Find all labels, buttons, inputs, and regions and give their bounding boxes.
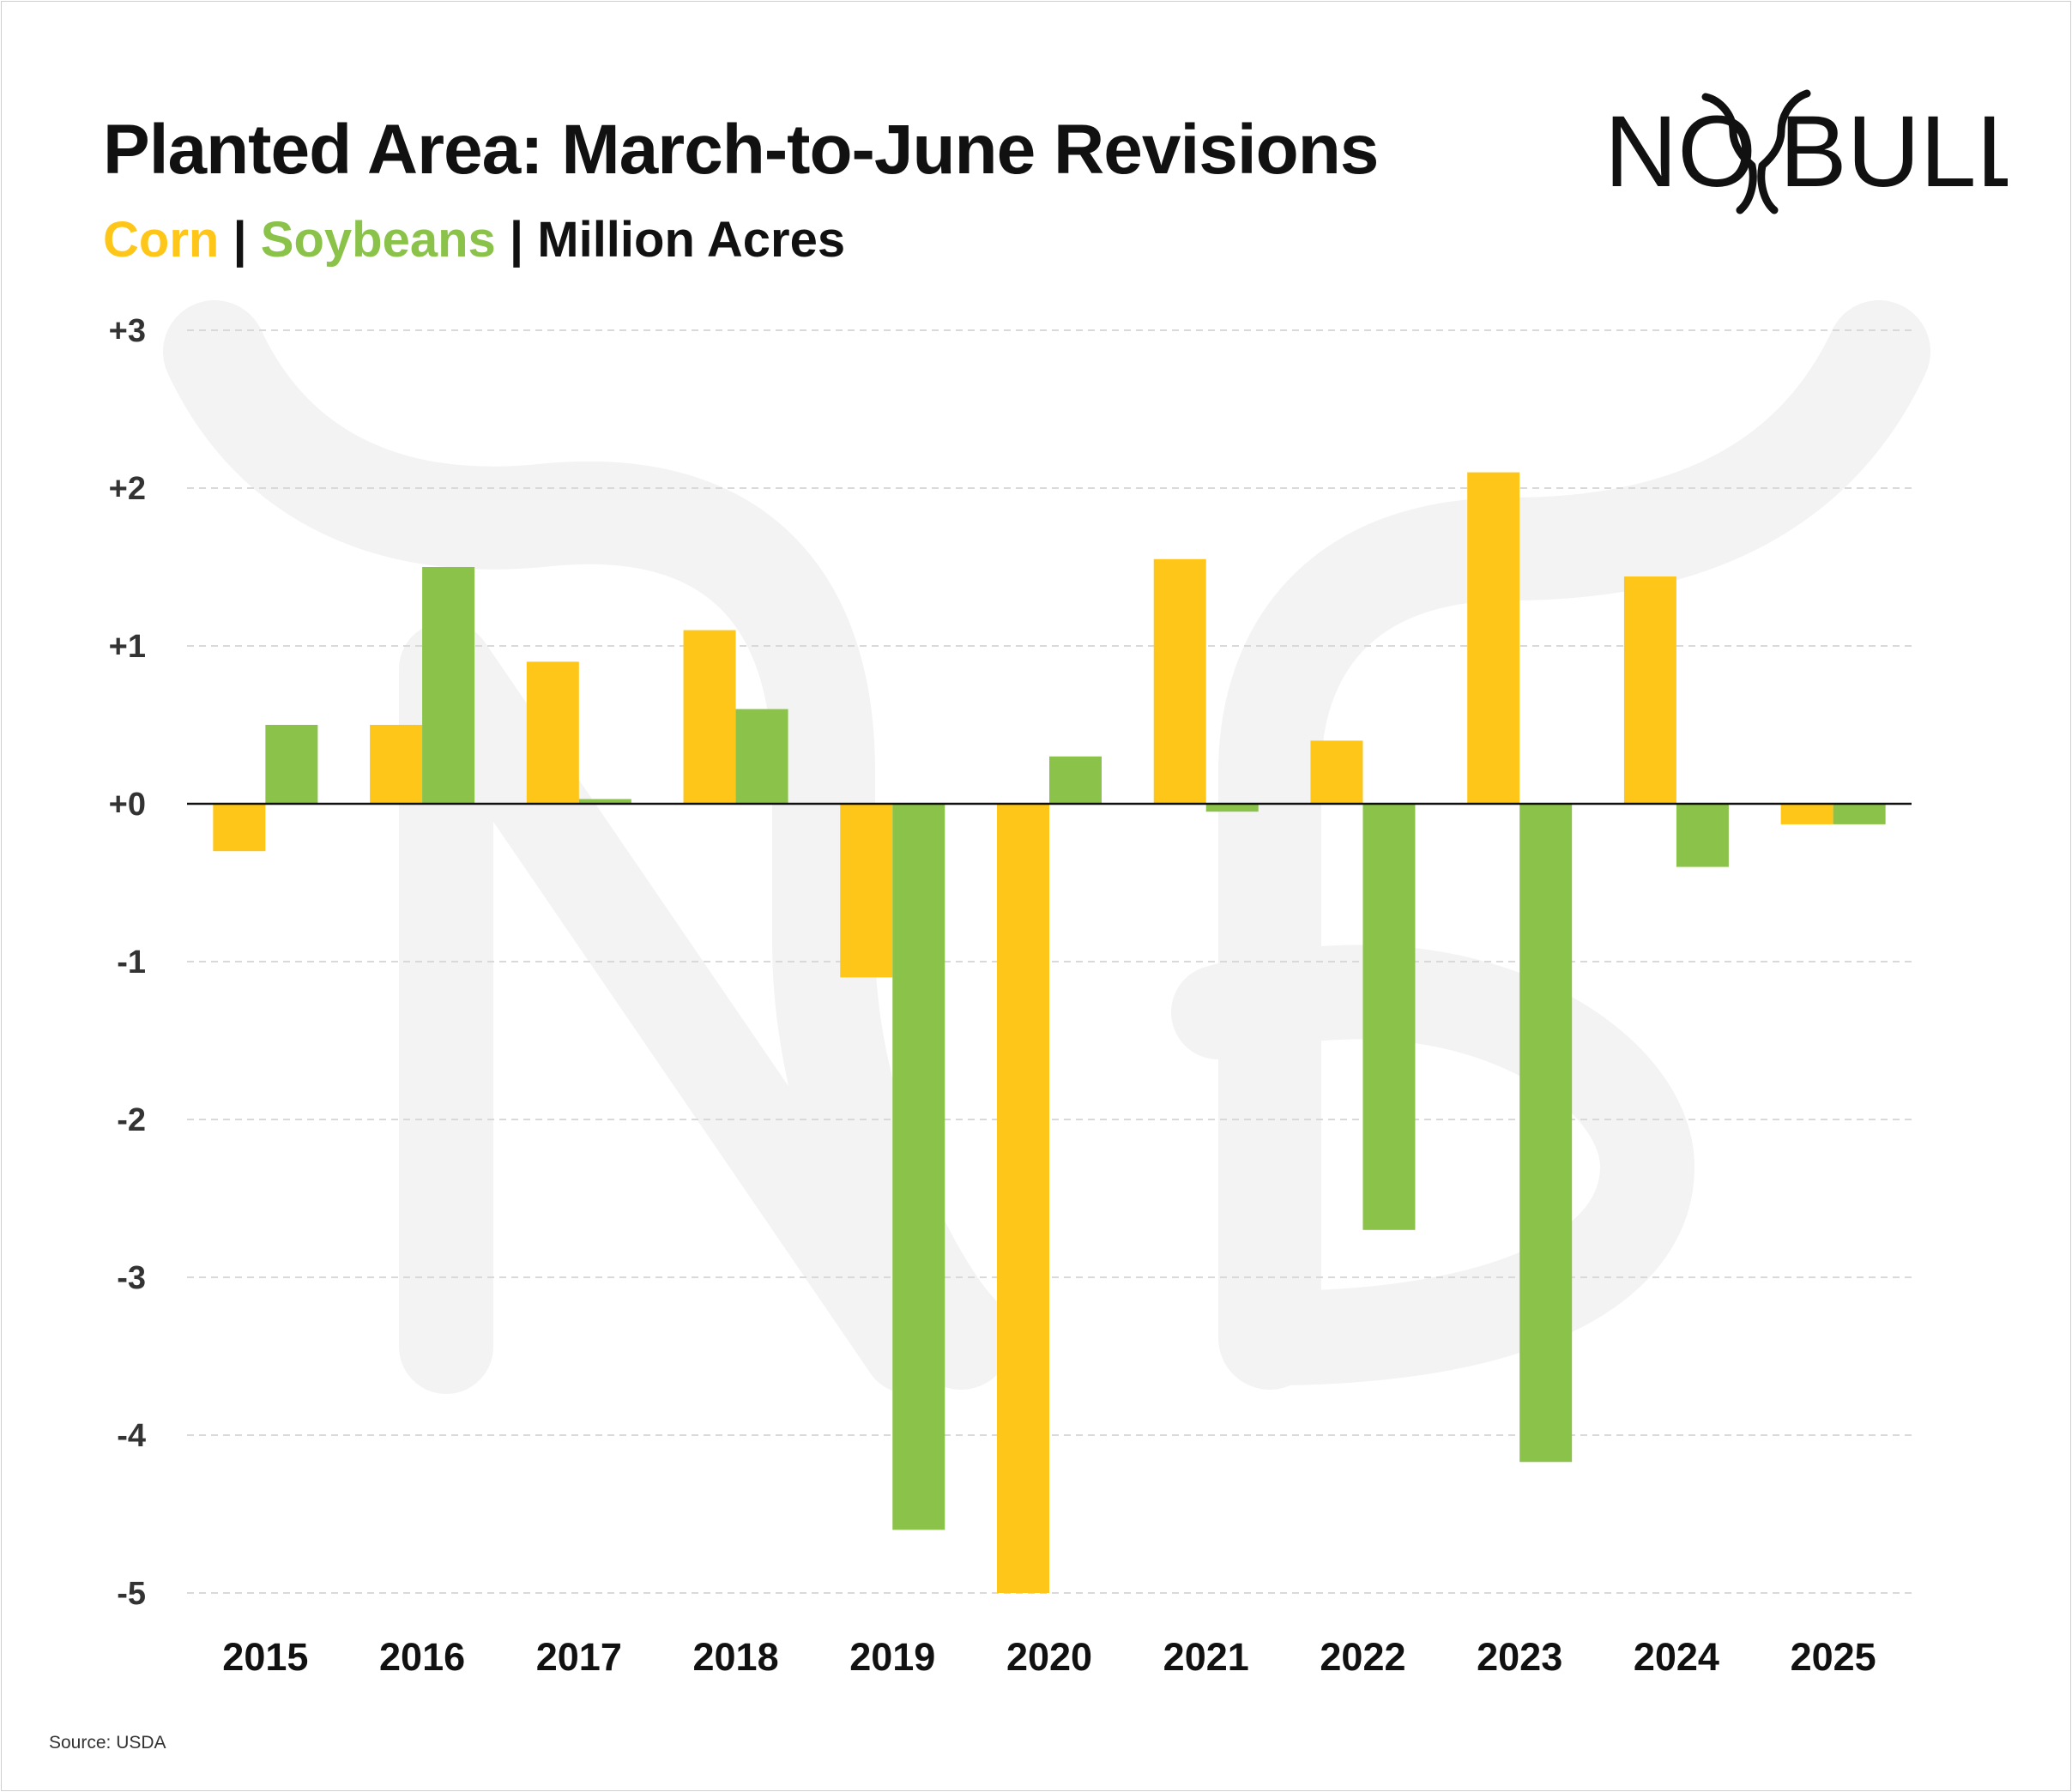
bar-corn-2018 <box>683 630 736 804</box>
bar-soybeans-2022 <box>1362 804 1416 1230</box>
y-tick-label: +3 <box>109 313 146 349</box>
x-tick-label: 2019 <box>849 1635 935 1679</box>
y-tick-label: +0 <box>109 787 146 823</box>
source-note: Source: USDA <box>49 1733 166 1753</box>
x-tick-label: 2023 <box>1477 1635 1562 1679</box>
chart-title: Planted Area: March-to-June Revisions <box>103 111 1379 189</box>
bar-corn-2024 <box>1623 576 1676 804</box>
x-tick-label: 2017 <box>536 1635 622 1679</box>
y-tick-label: -3 <box>117 1260 146 1296</box>
bar-soybeans-2024 <box>1676 804 1729 867</box>
bar-soybeans-2021 <box>1205 804 1259 812</box>
legend-soybeans: Soybeans <box>260 212 496 268</box>
y-tick-label: +1 <box>109 629 146 665</box>
bar-soybeans-2017 <box>578 799 631 804</box>
y-tick-label: -5 <box>117 1576 146 1612</box>
legend-corn: Corn <box>103 212 220 268</box>
bull-horns-icon <box>1701 89 1811 214</box>
bar-corn-2016 <box>370 725 423 804</box>
bar-soybeans-2018 <box>735 709 788 804</box>
logo-text-no: NO <box>1604 95 1756 208</box>
x-tick-label: 2021 <box>1163 1635 1249 1679</box>
y-tick-label: -1 <box>117 944 146 980</box>
x-tick-label: 2016 <box>379 1635 465 1679</box>
x-tick-label: 2024 <box>1634 1635 1719 1679</box>
chart-subtitle: Corn | Soybeans | Million Acres <box>103 211 845 268</box>
bar-soybeans-2016 <box>422 567 475 804</box>
bar-corn-2022 <box>1310 740 1363 804</box>
bar-corn-2025 <box>1780 804 1833 824</box>
y-tick-label: +2 <box>109 471 146 507</box>
bar-corn-2017 <box>526 661 579 804</box>
nobull-logo: NO BULL <box>1604 89 2008 214</box>
y-tick-label: -4 <box>117 1418 146 1454</box>
bar-soybeans-2025 <box>1833 804 1886 824</box>
x-tick-label: 2022 <box>1320 1635 1405 1679</box>
subtitle-unit: Million Acres <box>537 212 846 268</box>
watermark-letter-b <box>1171 944 1695 1385</box>
bars <box>213 472 1886 1593</box>
y-tick-label: -2 <box>117 1102 146 1138</box>
bar-soybeans-2019 <box>892 804 945 1530</box>
bar-corn-2015 <box>213 804 266 852</box>
x-tick-label: 2020 <box>1006 1635 1092 1679</box>
x-tick-label: 2015 <box>222 1635 308 1679</box>
subtitle-separator: | <box>219 212 261 268</box>
subtitle-separator: | <box>495 212 538 268</box>
bar-corn-2020 <box>997 804 1049 1593</box>
bar-corn-2023 <box>1467 472 1520 804</box>
x-tick-label: 2025 <box>1791 1635 1876 1679</box>
x-tick-label: 2018 <box>692 1635 778 1679</box>
x-axis-ticks: 2015 2016 2017 2018 2019 2020 2021 2022 2023 2024… <box>222 1635 1876 1679</box>
logo-text-bull: BULL <box>1779 95 2008 208</box>
watermark-horn-right <box>1218 300 1930 1390</box>
bar-soybeans-2015 <box>265 725 318 804</box>
bar-corn-2019 <box>840 804 893 978</box>
bar-corn-2021 <box>1153 558 1206 804</box>
watermark-horn-left <box>163 300 1012 1390</box>
y-axis-ticks: +3 +2 +1 +0 -1 -2 -3 -4 -5 <box>109 313 146 1612</box>
bar-soybeans-2023 <box>1519 804 1573 1463</box>
bar-soybeans-2020 <box>1049 756 1102 804</box>
